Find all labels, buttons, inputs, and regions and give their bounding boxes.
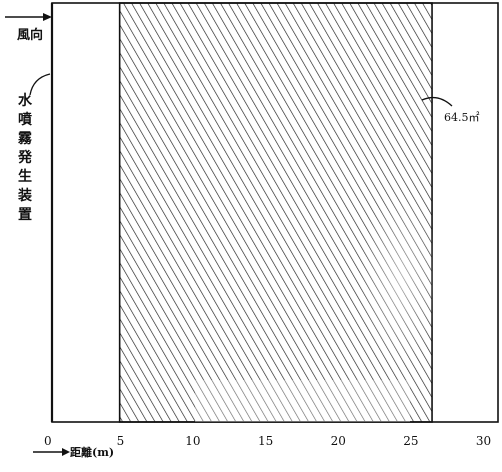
hatch-faded-patch (360, 190, 440, 370)
axis-tick-5: 5 (117, 434, 125, 448)
hatch-faded-patch (195, 380, 410, 422)
wind-direction-arrow (5, 13, 52, 21)
device-label: 水噴霧発生装置 (18, 93, 32, 223)
area-leader-line (421, 96, 453, 107)
area-label: 64.5㎡ (444, 111, 480, 124)
axis-tick-25: 25 (403, 434, 418, 448)
axis-tick-0: 0 (44, 434, 52, 448)
axis-tick-labels: 0 5 10 15 20 25 30 (44, 434, 491, 448)
distance-axis-arrow (33, 448, 70, 456)
device-leader-line (29, 73, 51, 96)
axis-tick-10: 10 (185, 434, 200, 448)
axis-tick-15: 15 (258, 434, 273, 448)
axis-tick-20: 20 (331, 434, 346, 448)
axis-tick-30: 30 (476, 434, 491, 448)
wind-label: 風向 (17, 27, 43, 43)
distance-axis-label: 距離(m) (70, 445, 114, 459)
